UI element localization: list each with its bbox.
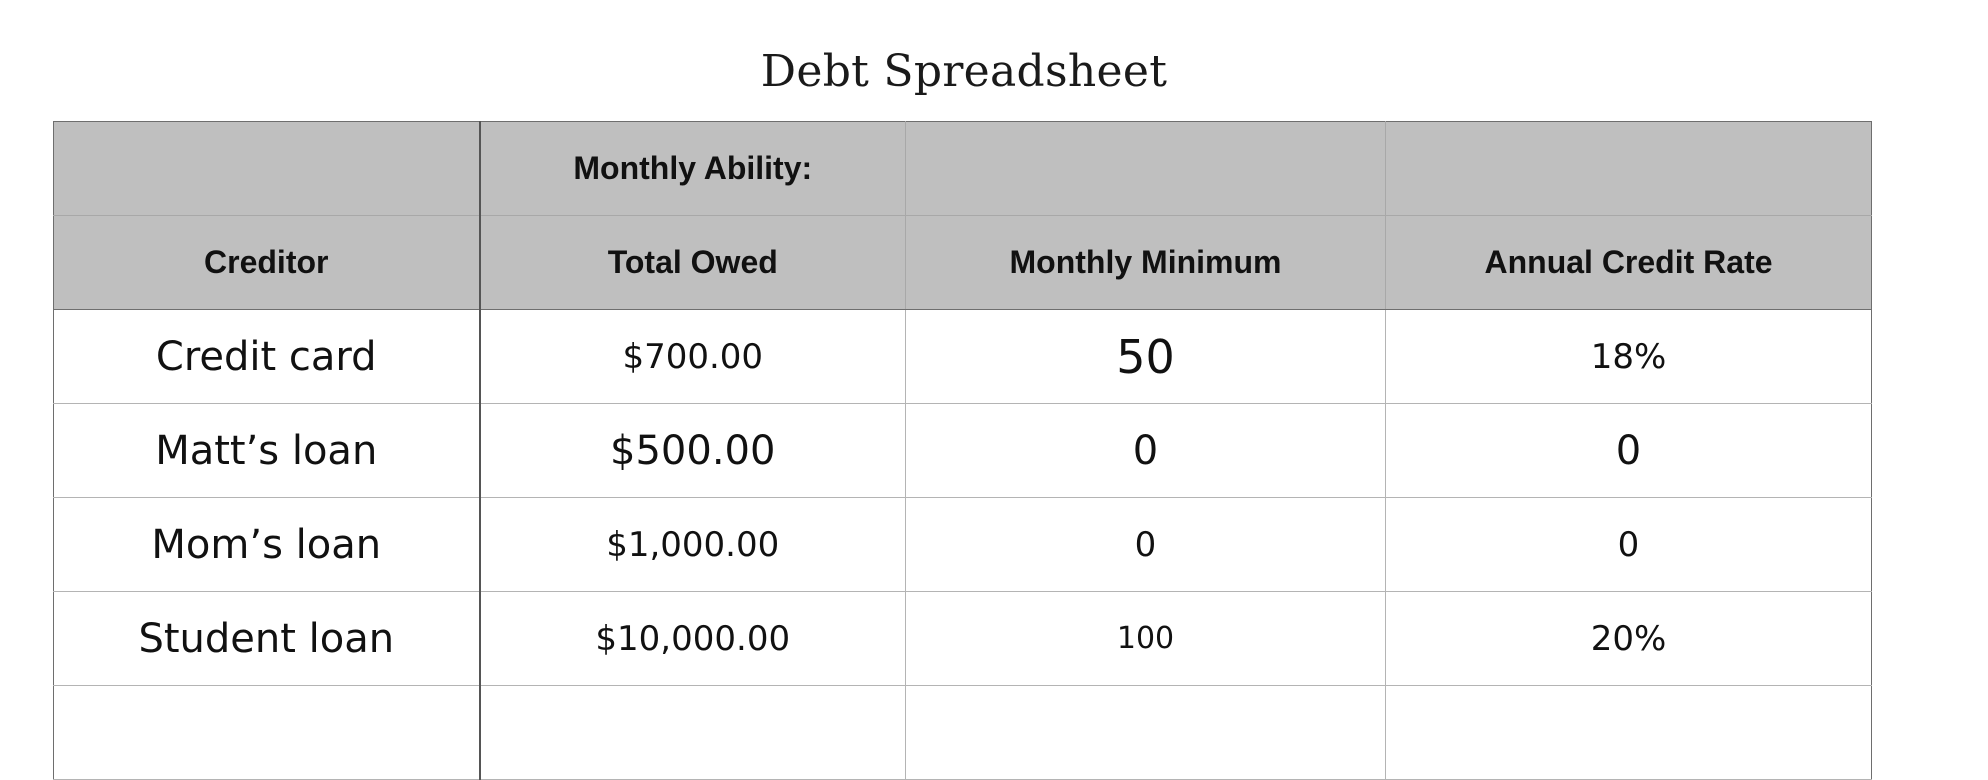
total-owed-cell[interactable]: [479, 685, 906, 780]
annual-rate-cell[interactable]: 0: [1385, 403, 1872, 498]
total-owed-cell[interactable]: $500.00: [479, 403, 906, 498]
page-title: Debt Spreadsheet: [760, 46, 1168, 97]
creditor-cell[interactable]: Credit card: [53, 309, 481, 404]
table-row: [53, 685, 1872, 780]
annual-rate-cell[interactable]: 0: [1385, 497, 1872, 592]
creditor-cell[interactable]: Mom’s loan: [53, 497, 481, 592]
creditor-cell[interactable]: Matt’s loan: [53, 403, 481, 498]
table-cell[interactable]: [1385, 121, 1872, 216]
table-row: Matt’s loan $500.00 0 0: [53, 403, 1872, 498]
total-owed-cell[interactable]: $1,000.00: [479, 497, 906, 592]
creditor-cell[interactable]: [53, 685, 481, 780]
monthly-minimum-cell[interactable]: [905, 685, 1386, 780]
debt-table: Monthly Ability: Creditor Total Owed Mon…: [53, 121, 1872, 780]
total-owed-cell[interactable]: $700.00: [479, 309, 906, 404]
column-header-total-owed[interactable]: Total Owed: [479, 215, 906, 310]
creditor-cell[interactable]: Student loan: [53, 591, 481, 686]
monthly-minimum-cell[interactable]: 0: [905, 497, 1386, 592]
monthly-minimum-cell[interactable]: 50: [905, 309, 1386, 404]
column-header-monthly-minimum[interactable]: Monthly Minimum: [905, 215, 1386, 310]
table-row: Mom’s loan $1,000.00 0 0: [53, 497, 1872, 592]
table-cell[interactable]: [905, 121, 1386, 216]
annual-rate-cell[interactable]: [1385, 685, 1872, 780]
column-header-annual-credit-rate[interactable]: Annual Credit Rate: [1385, 215, 1872, 310]
table-row: Student loan $10,000.00 100 20%: [53, 591, 1872, 686]
monthly-minimum-cell[interactable]: 0: [905, 403, 1386, 498]
column-header-creditor[interactable]: Creditor: [53, 215, 481, 310]
annual-rate-cell[interactable]: 18%: [1385, 309, 1872, 404]
table-cell[interactable]: [53, 121, 481, 216]
monthly-ability-label[interactable]: Monthly Ability:: [479, 121, 906, 216]
monthly-minimum-cell[interactable]: 100: [905, 591, 1386, 686]
total-owed-cell[interactable]: $10,000.00: [479, 591, 906, 686]
annual-rate-cell[interactable]: 20%: [1385, 591, 1872, 686]
table-row: Credit card $700.00 50 18%: [53, 309, 1872, 404]
